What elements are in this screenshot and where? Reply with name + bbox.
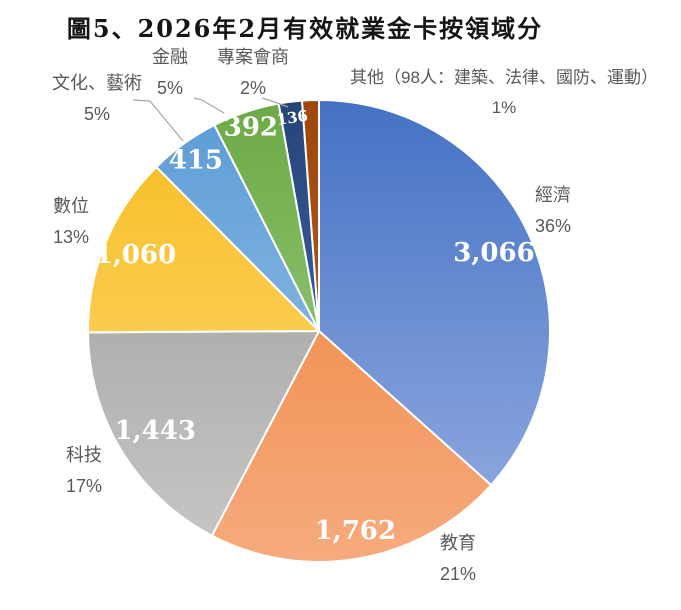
leader-line [193, 97, 225, 114]
slice-others [301, 98, 320, 332]
leader-line [132, 99, 184, 142]
pie-label-finance: 金融 5% [130, 42, 210, 104]
chart-title: 圖5、2026年2月有效就業金卡按領域分 [66, 14, 544, 43]
category-name: 金融 [152, 47, 188, 67]
slice-value-label-culture-arts: 415 [169, 146, 223, 176]
slice-digital [86, 165, 320, 334]
category-percent: 13% [53, 227, 90, 247]
category-name: 專案會商 [217, 47, 289, 67]
slice-value-label-technology: 1,443 [115, 416, 196, 446]
slice-value-label-education: 1,762 [315, 516, 396, 546]
pie-label-culture-arts: 文化、藝術 5% [32, 68, 162, 130]
pie-label-others: 其他（98人：建築、法律、國防、運動） 1% [328, 63, 680, 123]
pie-label-technology: 科技 17% [66, 440, 102, 502]
slice-economy [318, 99, 551, 487]
category-name: 文化、藝術 [52, 73, 142, 93]
slice-education [210, 330, 493, 563]
category-name: 其他（98人：建築、法律、國防、運動） [350, 68, 658, 87]
category-name: 教育 [440, 533, 476, 553]
pie-label-digital: 數位 13% [53, 191, 89, 253]
slice-value-label-project-consultation: 136 [276, 107, 310, 129]
slice-value-label-finance: 392 [224, 112, 278, 142]
category-percent: 21% [440, 564, 477, 584]
slice-value-label-digital: 1,060 [95, 240, 176, 270]
slice-value-label-economy: 3,066 [453, 238, 534, 268]
category-name: 經濟 [535, 185, 571, 205]
slice-technology [87, 330, 320, 537]
category-percent: 17% [66, 476, 103, 496]
category-percent: 5% [83, 104, 110, 124]
category-percent: 2% [239, 78, 266, 98]
category-percent: 1% [491, 98, 517, 117]
category-percent: 5% [156, 78, 183, 98]
category-percent: 36% [535, 216, 572, 236]
pie-label-economy: 經濟 36% [535, 180, 571, 242]
pie-label-education: 教育 21% [440, 528, 476, 590]
category-name: 科技 [66, 445, 102, 465]
category-name: 數位 [53, 196, 89, 216]
leader-line [261, 97, 289, 108]
pie-label-project-consultation: 專案會商 2% [194, 42, 312, 104]
